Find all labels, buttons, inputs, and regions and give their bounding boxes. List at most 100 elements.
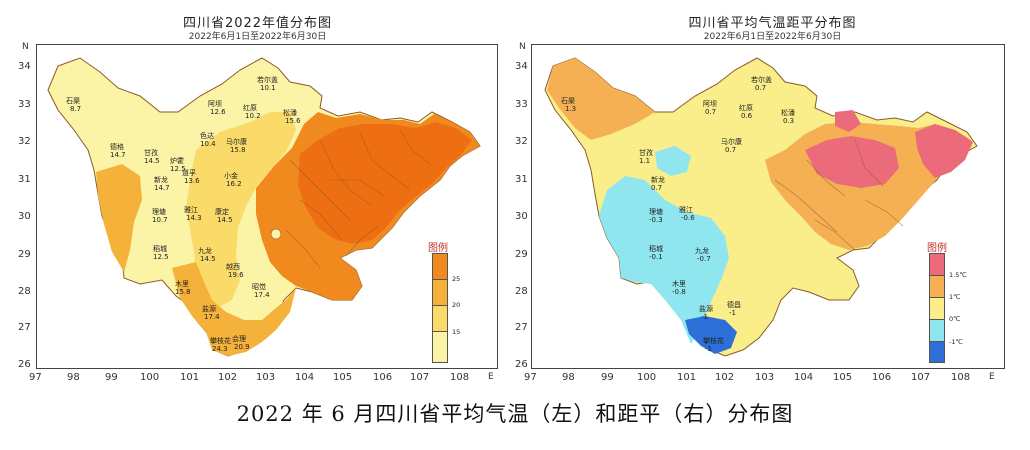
left-station-value: 10.1 — [260, 84, 276, 92]
left-x-tick: 106 — [373, 372, 393, 383]
left-x-tick: 98 — [67, 372, 80, 383]
left-y-tick: 34 — [18, 61, 31, 72]
right-station-value: 0.6 — [741, 112, 753, 120]
right-y-tick: 28 — [515, 286, 528, 297]
right-x-tick: 98 — [562, 372, 575, 383]
right-x-tick: 99 — [601, 372, 614, 383]
left-station-value: 17.4 — [254, 291, 270, 299]
right-x-tick: 103 — [755, 372, 775, 383]
left-station-value: 13.6 — [184, 177, 200, 185]
left-map-shape — [47, 57, 481, 357]
left-station-name: 色达 — [200, 132, 214, 140]
left-station-value: 12.5 — [170, 165, 186, 173]
right-map-title: 四川省平均气温距平分布图 — [688, 16, 857, 31]
left-station-value: 19.6 — [228, 271, 244, 279]
left-x-tick: 100 — [140, 372, 160, 383]
left-station-value: 12.5 — [153, 253, 169, 261]
left-station-name: 雅江 — [184, 206, 198, 214]
right-y-tick: 33 — [515, 99, 528, 110]
left-station-name: 若尔盖 — [257, 76, 278, 84]
right-y-tick: 27 — [515, 322, 528, 333]
left-y-tick: 31 — [18, 174, 31, 185]
right-legend-title: 图例 — [927, 243, 947, 254]
right-station-name: 马尔康 — [721, 138, 742, 146]
right-station-value: -0.3 — [649, 216, 663, 224]
left-legend-swatch — [432, 305, 448, 332]
left-y-tick: 27 — [18, 322, 31, 333]
left-station-name: 马尔康 — [226, 138, 247, 146]
left-legend-label: 25 — [452, 275, 461, 283]
left-station-name: 道孚 — [182, 169, 196, 177]
left-legend-swatch — [432, 253, 448, 280]
left-station-value: 14.7 — [154, 184, 170, 192]
right-station-value: -1 — [701, 313, 708, 321]
right-station-name: 攀枝花 — [703, 337, 724, 345]
right-y-tick: 26 — [515, 359, 528, 370]
left-y-tick: 28 — [18, 286, 31, 297]
left-station-name: 九龙 — [198, 247, 212, 255]
right-station-name: 新龙 — [651, 176, 665, 184]
left-station-value: 14.5 — [217, 216, 233, 224]
right-x-tick: 106 — [872, 372, 892, 383]
right-station-value: -0.6 — [681, 214, 695, 222]
right-station-name: 盐源 — [699, 305, 713, 313]
left-x-tick: 97 — [29, 372, 42, 383]
left-station-name: 盐源 — [202, 305, 216, 313]
left-x-tick: 99 — [105, 372, 118, 383]
right-legend-swatch — [929, 275, 945, 298]
right-x-tick: 97 — [524, 372, 537, 383]
right-x-tick: 100 — [637, 372, 657, 383]
left-x-tick: 103 — [256, 372, 276, 383]
right-x-tick: 101 — [677, 372, 697, 383]
left-map-panel: 四川省2022年值分布图 2022年6月1日至2022年6月30日 97 98 … — [0, 0, 515, 400]
right-y-tick: 32 — [515, 136, 528, 147]
left-station-value: 17.4 — [204, 313, 220, 321]
left-station-value: 15.6 — [285, 117, 301, 125]
figure-caption: 2022 年 6 月四川省平均气温（左）和距平（右）分布图 — [236, 402, 794, 426]
right-x-unit: E — [989, 372, 995, 382]
right-station-name: 石渠 — [561, 97, 575, 105]
right-legend-swatch — [929, 319, 945, 342]
right-station-value: 0.7 — [705, 108, 717, 116]
left-station-value: 24.3 — [212, 345, 228, 353]
left-y-tick: 30 — [18, 211, 31, 222]
left-station-name: 会理 — [232, 335, 246, 343]
left-station-name: 稻城 — [153, 245, 167, 253]
right-station-name: 理塘 — [649, 208, 663, 216]
left-x-tick: 104 — [295, 372, 315, 383]
left-y-tick: 33 — [18, 99, 31, 110]
right-legend-label: 1℃ — [949, 293, 961, 301]
left-station-name: 阿坝 — [208, 100, 222, 108]
left-station-name: 木里 — [175, 280, 189, 288]
left-station-value: 14.5 — [144, 157, 160, 165]
left-legend-title: 图例 — [428, 243, 448, 254]
left-station-value: 14.7 — [110, 151, 126, 159]
left-station-value: 10.4 — [200, 140, 216, 148]
right-map-panel: 四川省平均气温距平分布图 2022年6月1日至2022年6月30日 97 98 … — [515, 0, 1030, 400]
left-station-value: 15.8 — [175, 288, 191, 296]
right-station-name: 甘孜 — [639, 149, 653, 157]
right-station-value: 1.3 — [565, 105, 577, 113]
left-station-value: 8.7 — [70, 105, 82, 113]
left-station-name: 攀枝花 — [210, 337, 231, 345]
left-y-tick: 26 — [18, 359, 31, 370]
right-x-tick: 102 — [715, 372, 735, 383]
right-legend-label: 1.5℃ — [949, 271, 967, 279]
left-station-name: 德格 — [110, 143, 124, 151]
right-y-tick: 30 — [515, 211, 528, 222]
right-station-name: 若尔盖 — [751, 76, 772, 84]
right-station-name: 稻城 — [649, 245, 663, 253]
right-station-value: 0.7 — [755, 84, 767, 92]
right-legend-label: 0℃ — [949, 315, 961, 323]
right-station-name: 雅江 — [679, 206, 693, 214]
right-station-name: 九龙 — [695, 247, 709, 255]
left-x-tick: 107 — [410, 372, 430, 383]
left-legend-label: 15 — [452, 328, 461, 336]
left-legend-swatch — [432, 331, 448, 363]
right-legend-label: -1℃ — [949, 338, 963, 346]
left-station-name: 石渠 — [66, 97, 80, 105]
left-station-name: 越西 — [226, 263, 240, 271]
right-station-value: 0.7 — [651, 184, 663, 192]
left-station-value: 14.5 — [200, 255, 216, 263]
right-y-tick: 29 — [515, 249, 528, 260]
